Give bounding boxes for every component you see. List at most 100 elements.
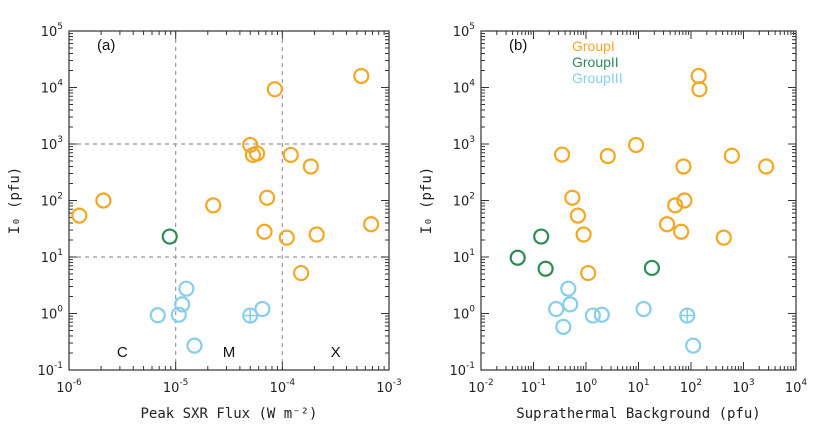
data-point [690,67,707,85]
data-point [635,300,652,318]
x-tick-label: 102 [680,378,702,396]
y-tick-label: 105 [41,22,63,40]
data-point [593,306,610,323]
y-tick-label: 103 [41,135,63,153]
data-point [363,216,380,233]
legend-entry-groupiii: GroupIII [572,70,623,86]
data-point [562,296,579,313]
x-axis-title: Peak SXR Flux (W m⁻²) [140,406,317,422]
data-point [658,216,676,233]
data-point [533,228,550,245]
panel-label: (b) [509,37,527,54]
data-point [643,259,661,277]
data-point [302,158,319,175]
x-tick-label: 104 [785,378,808,396]
series-groupiii [149,280,271,354]
x-tick-label: 10-4 [270,378,296,396]
axis-ticks [68,31,389,371]
data-point [205,197,222,214]
y-tick-label: 104 [453,79,476,97]
y-tick-label: 102 [41,192,63,210]
data-point [685,337,702,354]
series-groupi [553,67,775,282]
data-point [569,207,586,224]
y-tick-label: 10-1 [449,361,475,379]
series-groupii [161,228,178,245]
y-tick-label: 101 [41,248,63,266]
data-point [627,136,645,154]
data-point [266,81,283,98]
data-point [560,280,577,297]
data-point [256,223,273,240]
y-axis-title: I₀ (pfu) [419,167,435,234]
data-point [509,249,526,266]
y-tick-label: 10-1 [37,361,63,379]
data-point [293,264,310,282]
y-tick-label: 100 [453,305,476,323]
data-point [178,280,195,297]
x-tick-label: 10-2 [468,378,494,396]
data-point [715,229,732,246]
data-point [353,67,370,85]
series-groupii [509,228,661,277]
data-point [555,318,572,335]
panel-a: 10-6 10-5 10-4 10-3 10-1 100 101 102 103 104 105 Pe… [7,22,402,422]
x-tick-label: 100 [575,378,598,396]
data-point [71,207,88,224]
data-point [580,264,597,282]
data-point [584,307,601,324]
data-point [186,337,203,354]
legend-entry-groupi: GroupI [572,38,615,54]
x-tick-label: 10-3 [376,378,402,396]
x-tick-label: 10-5 [163,378,189,396]
data-point [673,223,690,240]
data-point [278,229,295,246]
data-point [564,189,581,206]
series-groupi [71,67,380,282]
flare-class-c: C [117,344,128,361]
data-point [259,189,276,206]
data-point [537,260,554,277]
y-axis-title: I₀ (pfu) [7,167,23,234]
data-point [599,148,616,165]
plot-frame [68,30,390,371]
axis-ticks [480,31,796,371]
legend-entry-groupii: GroupII [572,54,619,70]
data-point [248,145,266,162]
data-point [95,192,112,209]
data-point [308,226,325,243]
y-tick-label: 101 [453,248,475,266]
y-tick-label: 103 [453,135,475,153]
data-point [667,197,684,214]
x-tick-label: 101 [627,378,649,396]
data-point [170,306,187,323]
panel-label: (a) [97,37,115,54]
flare-class-m: M [223,344,236,361]
data-point [676,192,693,209]
x-axis-title: Suprathermal Background (pfu) [516,406,760,422]
y-tick-label: 100 [41,305,64,323]
data-point [254,300,271,318]
x-tick-label: 10-6 [56,378,82,396]
data-point [282,146,299,164]
data-point [161,228,178,245]
data-point [548,300,565,318]
data-point [174,296,191,313]
data-point [675,158,692,175]
y-tick-label: 105 [453,22,475,40]
flare-class-x: X [331,344,341,361]
data-point [575,226,592,243]
plot-frame [480,30,797,371]
panel-b: 10-2 10-1 100 101 102 103 10410-11001011021031… [419,22,807,422]
y-tick-label: 104 [41,79,64,97]
data-point [149,307,166,324]
series-groupiii [548,280,702,354]
data-point [758,158,775,175]
data-point [691,81,708,98]
x-tick-label: 103 [732,378,754,396]
data-point [723,147,740,164]
x-tick-label: 10-1 [521,378,547,396]
y-tick-label: 102 [453,192,475,210]
data-point [553,146,571,163]
